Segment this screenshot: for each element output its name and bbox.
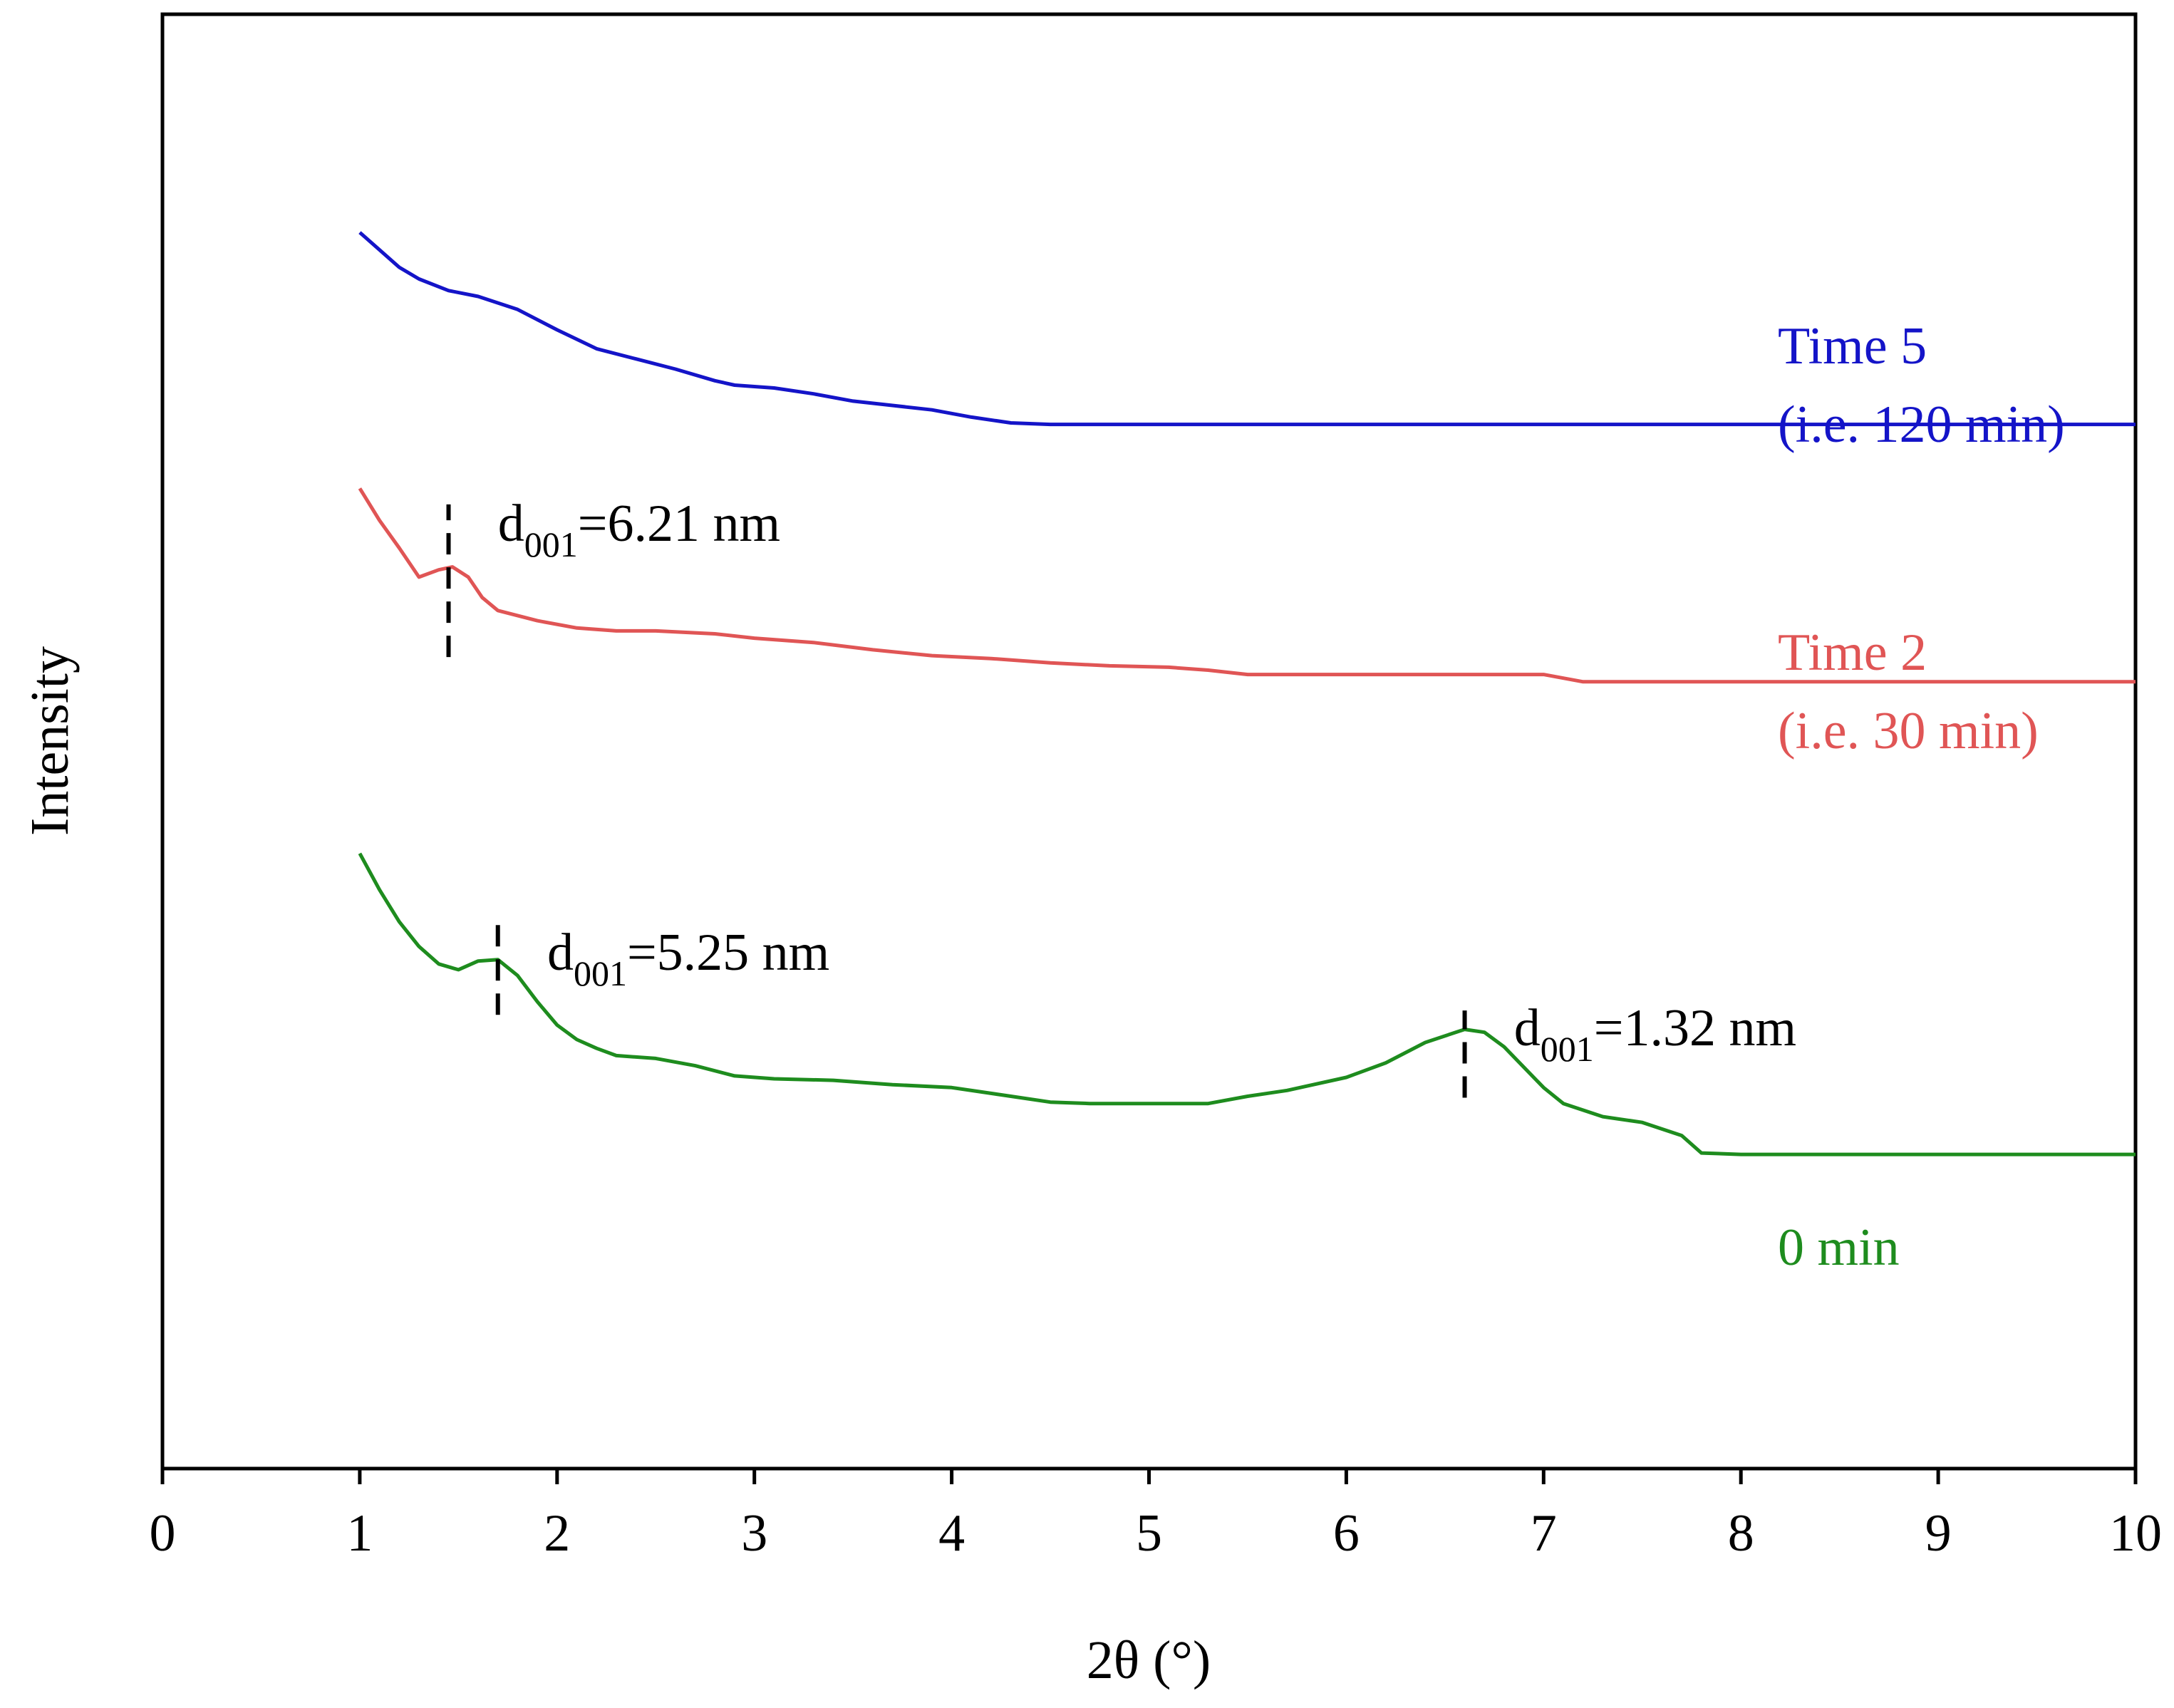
x-tick-label-1: 1 <box>346 1504 373 1563</box>
x-tick-label-7: 7 <box>1531 1504 1557 1563</box>
x-tick-label-10: 10 <box>2109 1504 2162 1563</box>
series-label-2-line-0: 0 min <box>1778 1218 1900 1277</box>
y-axis-title: Intensity <box>20 646 80 836</box>
x-tick-label-6: 6 <box>1333 1504 1360 1563</box>
x-tick-label-3: 3 <box>741 1504 767 1563</box>
x-axis-ticks: 0 1 2 3 4 5 6 7 8 9 10 <box>150 1469 2162 1563</box>
series-labels: Time 5 (i.e. 120 min) Time 2 (i.e. 30 min) 0… <box>1778 317 2065 1277</box>
series-label-1-line-1: (i.e. 30 min) <box>1778 702 2039 760</box>
x-tick-label-4: 4 <box>938 1504 965 1563</box>
series-line-1 <box>358 487 2136 684</box>
series-label-1-line-0: Time 2 <box>1778 623 1927 682</box>
series-label-0-line-1: (i.e. 120 min) <box>1778 395 2065 454</box>
peak-label-2: d001=1.32 nm <box>1514 999 1796 1069</box>
peak-label-1: d001=5.25 nm <box>547 923 829 993</box>
x-tick-label-2: 2 <box>544 1504 570 1563</box>
peak-annotations: d001=6.21 nm d001=5.25 nm d001=1.32 nm <box>446 495 1796 1098</box>
x-tick-label-9: 9 <box>1925 1504 1952 1563</box>
x-tick-label-8: 8 <box>1728 1504 1754 1563</box>
series-line-0 <box>358 231 2136 427</box>
x-axis-title: 2θ (°) <box>1087 1630 1211 1690</box>
peak-label-0: d001=6.21 nm <box>498 495 780 564</box>
series-lines <box>358 231 2136 1156</box>
x-tick-label-0: 0 <box>150 1504 176 1563</box>
series-label-0-line-0: Time 5 <box>1778 317 1927 376</box>
series-line-2 <box>358 852 2136 1156</box>
x-tick-label-5: 5 <box>1136 1504 1162 1563</box>
